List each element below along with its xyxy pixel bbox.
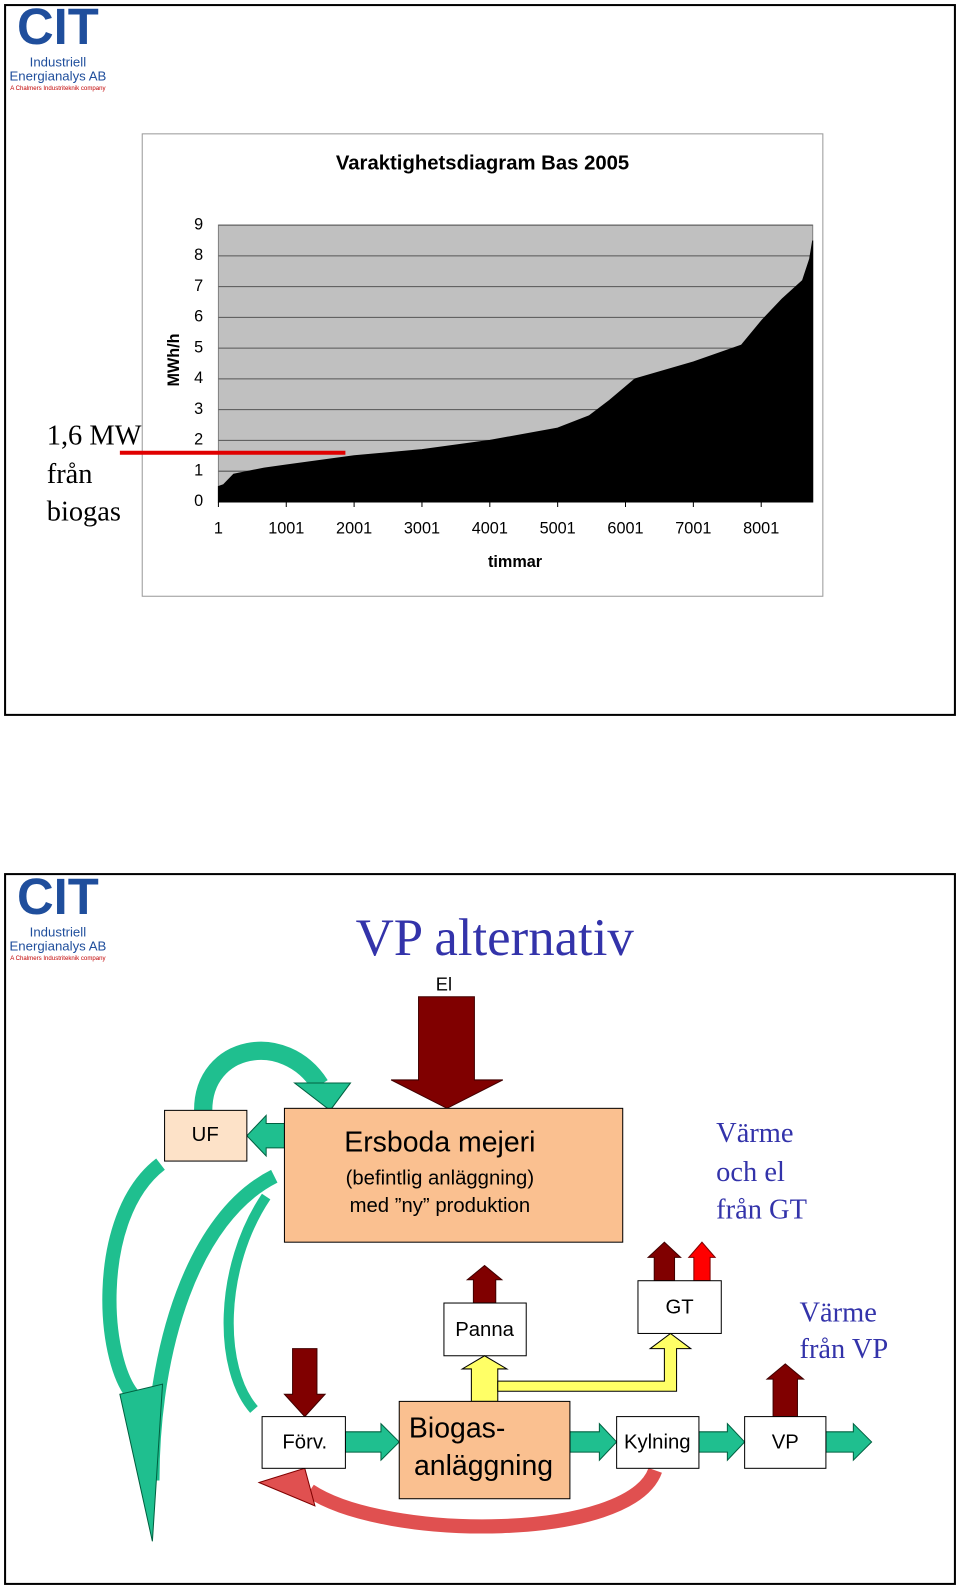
logo-tagline: A Chalmers Industriteknik company (10, 955, 106, 962)
arrow (223, 1193, 271, 1413)
arrow-head (257, 1467, 316, 1507)
box (164, 1109, 248, 1162)
label: anläggning (414, 1450, 553, 1482)
x-tick-label: 6001 (607, 520, 643, 538)
y-tick-label: 6 (194, 308, 203, 326)
y-tick-label: 9 (194, 215, 203, 233)
arrow (569, 1422, 618, 1462)
label: UF (192, 1124, 219, 1146)
x-tick-label: 4001 (472, 520, 508, 538)
annotation: biogas (47, 497, 121, 528)
label: från VP (799, 1334, 888, 1365)
logo-line: Energianalys AB (9, 939, 106, 954)
logo-line: Industriell (30, 54, 87, 69)
label: från GT (716, 1194, 807, 1225)
box (398, 1400, 571, 1500)
label: och el (716, 1157, 785, 1188)
x-axis-label: timmar (488, 553, 543, 571)
arrow (102, 1158, 166, 1405)
arrow-head (293, 1082, 352, 1112)
box (261, 1416, 346, 1469)
arrow (825, 1422, 873, 1462)
label: El (436, 973, 452, 994)
y-tick-label: 5 (194, 338, 203, 356)
logo-mark: CIT (17, 0, 99, 55)
logo: CIT Industriell Energianalys AB A Chalme… (9, 0, 106, 92)
x-tick-label: 8001 (743, 520, 779, 538)
logo-line: Energianalys AB (9, 69, 106, 84)
box (744, 1416, 827, 1469)
arrow (497, 1332, 693, 1392)
x-tick-label: 5001 (540, 520, 576, 538)
label: Värme (716, 1118, 793, 1149)
y-axis-label: MWh/h (165, 333, 183, 386)
label: Ersboda mejeri (344, 1126, 535, 1158)
x-tick-label: 1001 (268, 520, 304, 538)
label: GT (666, 1296, 694, 1318)
area (217, 240, 814, 503)
logo-line: Industriell (30, 924, 87, 939)
logo: CIT Industriell Energianalys AB A Chalme… (9, 868, 106, 962)
label: VP (772, 1431, 799, 1453)
label: med ”ny” produktion (350, 1195, 531, 1217)
arrow (194, 1041, 328, 1111)
box (616, 1416, 700, 1469)
y-tick-label: 3 (194, 400, 203, 418)
arrow (460, 1355, 509, 1402)
arrow (283, 1348, 327, 1418)
label: Kylning (624, 1431, 691, 1453)
x-tick-label: 3001 (404, 520, 440, 538)
x-tick-label: 2001 (336, 520, 372, 538)
label: Panna (455, 1319, 514, 1341)
arrow (390, 996, 504, 1109)
label: Värme (799, 1298, 876, 1329)
arrow (246, 1114, 285, 1158)
x-tick-label: 7001 (675, 520, 711, 538)
annotation: 1,6 MW (47, 421, 142, 452)
box (443, 1302, 527, 1357)
arrow (305, 1467, 662, 1534)
arrow (344, 1422, 400, 1462)
arrow (687, 1241, 717, 1282)
arrow (465, 1264, 504, 1304)
chart-title: Varaktighetsdiagram Bas 2005 (336, 153, 629, 175)
slide-title: VP alternativ (356, 909, 635, 967)
y-tick-label: 1 (194, 461, 203, 479)
y-tick-label: 7 (194, 277, 203, 295)
arrow-head (119, 1383, 164, 1542)
label: Förv. (282, 1431, 327, 1453)
logo-mark: CIT (17, 868, 99, 925)
y-tick-label: 8 (194, 246, 203, 264)
y-tick-label: 4 (194, 369, 203, 387)
y-tick-label: 0 (194, 492, 203, 510)
annotation: från (47, 459, 93, 490)
arrow (765, 1363, 805, 1418)
x-tick-label: 1 (214, 520, 223, 538)
label: Biogas- (409, 1412, 505, 1444)
y-tick-label: 2 (194, 431, 203, 449)
logo-tagline: A Chalmers Industriteknik company (10, 85, 106, 92)
label: (befintlig anläggning) (346, 1168, 534, 1190)
arrow (646, 1241, 682, 1282)
box (637, 1280, 722, 1334)
box (283, 1107, 624, 1243)
arrow (698, 1422, 746, 1462)
